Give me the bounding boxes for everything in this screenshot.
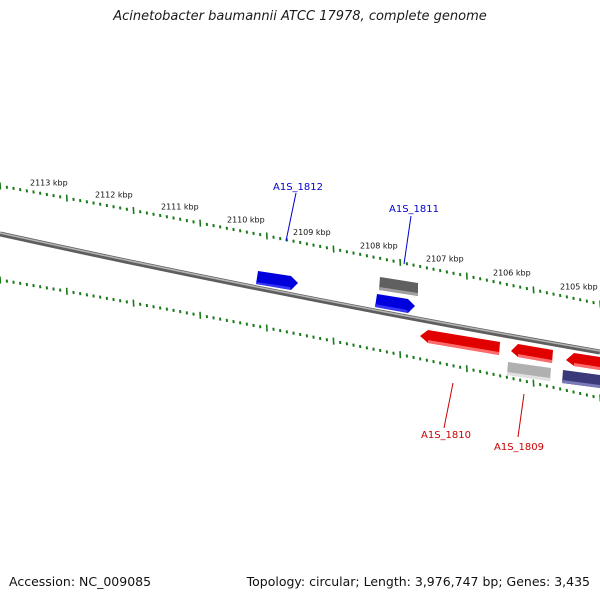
tick-label: 2110 kbp	[227, 215, 265, 224]
tick-label: 2108 kbp	[360, 241, 398, 250]
tick-label: 2113 kbp	[30, 178, 68, 187]
tick-label: 2109 kbp	[293, 228, 331, 237]
gene-grey-forward[interactable]	[379, 277, 418, 296]
tick-labels: 2113 kbp 2112 kbp 2111 kbp 2110 kbp 2109 kbp…	[30, 178, 598, 291]
outer-tick-ring	[0, 182, 600, 308]
gene-A1S_1812[interactable]	[256, 271, 298, 290]
gene-red-mid[interactable]	[511, 344, 553, 363]
callout-A1S_1809	[517, 393, 525, 438]
topology-label: Topology: circular; Length: 3,976,747 bp…	[246, 574, 590, 589]
callout-A1S_1812	[285, 192, 297, 242]
accession-label: Accession: NC_009085	[9, 574, 152, 589]
tick-label: 2112 kbp	[95, 190, 133, 199]
gene-purple-edge[interactable]	[562, 370, 600, 388]
callout-A1S_1810	[443, 382, 454, 429]
gene-label-A1S_1809[interactable]: A1S_1809	[494, 442, 544, 453]
gene-A1S_1810[interactable]	[420, 330, 500, 355]
gene-label-A1S_1811[interactable]: A1S_1811	[389, 204, 439, 215]
gene-red-edge[interactable]	[566, 353, 600, 370]
gene-label-A1S_1810[interactable]: A1S_1810	[421, 430, 471, 441]
gene-A1S_1811[interactable]	[375, 294, 415, 313]
tick-label: 2107 kbp	[426, 255, 464, 264]
callout-A1S_1811	[403, 215, 412, 265]
inner-tick-ring	[0, 276, 600, 402]
tick-label: 2105 kbp	[560, 283, 598, 292]
tick-label: 2111 kbp	[161, 203, 199, 212]
tick-label: 2106 kbp	[493, 268, 531, 277]
gene-A1S_1809[interactable]	[507, 362, 551, 381]
gene-label-A1S_1812[interactable]: A1S_1812	[273, 182, 323, 193]
map-title: Acinetobacter baumannii ATCC 17978, comp…	[113, 9, 487, 24]
genome-backbone	[0, 231, 600, 355]
genome-backbone-highlight	[0, 232, 600, 352]
